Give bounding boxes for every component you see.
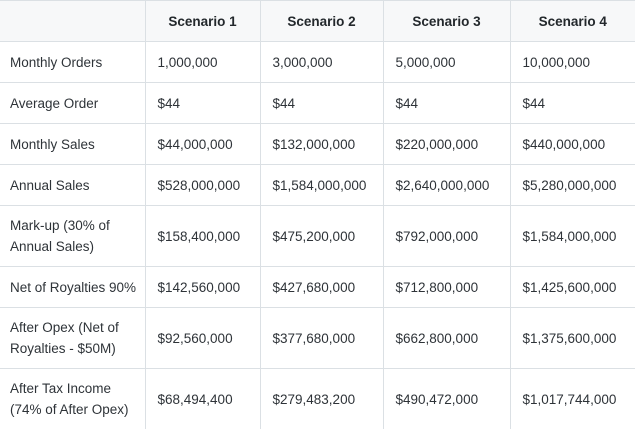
value-cell: $44 (383, 82, 511, 124)
value-cell: $1,584,000,000 (510, 205, 635, 267)
value-cell: $440,000,000 (510, 123, 635, 165)
column-header-scenario-1: Scenario 1 (145, 0, 261, 42)
value-cell: $142,560,000 (145, 266, 261, 308)
value-cell: $220,000,000 (383, 123, 511, 165)
value-cell: $792,000,000 (383, 205, 511, 267)
value-cell: $662,800,000 (383, 307, 511, 369)
value-cell: 1,000,000 (145, 41, 261, 83)
value-cell: $1,584,000,000 (260, 164, 384, 206)
table-body: Monthly Orders 1,000,000 3,000,000 5,000,00… (0, 41, 635, 429)
value-cell: $92,560,000 (145, 307, 261, 369)
value-cell: 3,000,000 (260, 41, 384, 83)
header-row: Scenario 1 Scenario 2 Scenario 3 Scenari… (0, 0, 635, 42)
table-row: After Tax Income (74% of After Opex) $68,… (0, 368, 635, 429)
value-cell: $44,000,000 (145, 123, 261, 165)
value-cell: $1,017,744,000 (510, 368, 635, 429)
value-cell: $712,800,000 (383, 266, 511, 308)
value-cell: $158,400,000 (145, 205, 261, 267)
corner-header-cell (0, 0, 146, 42)
value-cell: $1,375,600,000 (510, 307, 635, 369)
table-row: Annual Sales $528,000,000 $1,584,000,000 $2… (0, 164, 635, 206)
value-cell: $44 (145, 82, 261, 124)
column-header-scenario-4: Scenario 4 (510, 0, 635, 42)
table-row: Monthly Sales $44,000,000 $132,000,000 $220… (0, 123, 635, 165)
value-cell: $377,680,000 (260, 307, 384, 369)
value-cell: $2,640,000,000 (383, 164, 511, 206)
value-cell: $132,000,000 (260, 123, 384, 165)
table-row: Mark-up (30% of Annual Sales) $158,400,00… (0, 205, 635, 267)
value-cell: $427,680,000 (260, 266, 384, 308)
row-label: After Opex (Net of Royalties - $50M) (0, 307, 146, 369)
value-cell: $490,472,000 (383, 368, 511, 429)
column-header-scenario-3: Scenario 3 (383, 0, 511, 42)
value-cell: 10,000,000 (510, 41, 635, 83)
value-cell: $528,000,000 (145, 164, 261, 206)
financial-scenarios-table: Scenario 1 Scenario 2 Scenario 3 Scenari… (0, 0, 635, 429)
table-row: After Opex (Net of Royalties - $50M) $92,… (0, 307, 635, 369)
value-cell: $5,280,000,000 (510, 164, 635, 206)
table-row: Net of Royalties 90% $142,560,000 $427,680… (0, 266, 635, 308)
row-label: Average Order (0, 82, 146, 124)
row-label: Net of Royalties 90% (0, 266, 146, 308)
value-cell: 5,000,000 (383, 41, 511, 83)
value-cell: $1,425,600,000 (510, 266, 635, 308)
value-cell: $475,200,000 (260, 205, 384, 267)
value-cell: $44 (510, 82, 635, 124)
row-label: Monthly Sales (0, 123, 146, 165)
row-label: Mark-up (30% of Annual Sales) (0, 205, 146, 267)
row-label: After Tax Income (74% of After Opex) (0, 368, 146, 429)
column-header-scenario-2: Scenario 2 (260, 0, 384, 42)
value-cell: $68,494,400 (145, 368, 261, 429)
table-row: Monthly Orders 1,000,000 3,000,000 5,000,00… (0, 41, 635, 83)
value-cell: $279,483,200 (260, 368, 384, 429)
table-row: Average Order $44 $44 $44 $44 (0, 82, 635, 124)
row-label: Monthly Orders (0, 41, 146, 83)
row-label: Annual Sales (0, 164, 146, 206)
value-cell: $44 (260, 82, 384, 124)
